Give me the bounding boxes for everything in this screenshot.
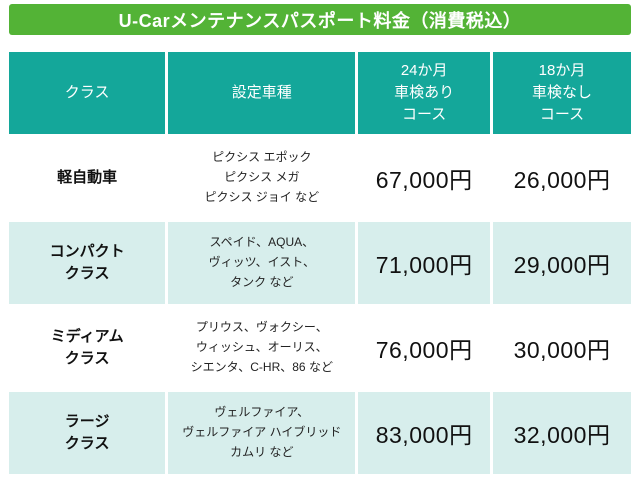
- col-header-24month: 24か月 車検あり コース: [358, 52, 491, 134]
- class-name: ミディアム クラス: [9, 307, 166, 389]
- model-list: プリウス、ヴォクシー、 ウィッシュ、オーリス、 シエンタ、C-HR、86 など: [168, 307, 356, 389]
- table-row: ラージ クラス ヴェルファイア、 ヴェルファイア ハイブリッド カムリ など 8…: [9, 392, 631, 474]
- price-24month: 76,000円: [358, 307, 491, 389]
- table-row: コンパクト クラス スペイド、AQUA、 ヴィッツ、イスト、 タンク など 71…: [9, 222, 631, 304]
- class-name: ラージ クラス: [9, 392, 166, 474]
- price-18month: 30,000円: [493, 307, 631, 389]
- col-header-models: 設定車種: [168, 52, 356, 134]
- table-row: ミディアム クラス プリウス、ヴォクシー、 ウィッシュ、オーリス、 シエンタ、C…: [9, 307, 631, 389]
- class-name: 軽自動車: [9, 137, 166, 219]
- price-18month: 29,000円: [493, 222, 631, 304]
- price-24month: 71,000円: [358, 222, 491, 304]
- model-list: ピクシス エポック ピクシス メガ ピクシス ジョイ など: [168, 137, 356, 219]
- col-header-18month: 18か月 車検なし コース: [493, 52, 631, 134]
- price-18month: 26,000円: [493, 137, 631, 219]
- page-title-banner: U-Carメンテナンスパスポート料金（消費税込）: [9, 4, 631, 35]
- price-24month: 83,000円: [358, 392, 491, 474]
- model-list: ヴェルファイア、 ヴェルファイア ハイブリッド カムリ など: [168, 392, 356, 474]
- price-18month: 32,000円: [493, 392, 631, 474]
- model-list: スペイド、AQUA、 ヴィッツ、イスト、 タンク など: [168, 222, 356, 304]
- table-row: 軽自動車 ピクシス エポック ピクシス メガ ピクシス ジョイ など 67,00…: [9, 137, 631, 219]
- table-header-row: クラス 設定車種 24か月 車検あり コース 18か月 車検なし コース: [9, 52, 631, 134]
- class-name: コンパクト クラス: [9, 222, 166, 304]
- price-24month: 67,000円: [358, 137, 491, 219]
- col-header-class: クラス: [9, 52, 166, 134]
- price-table: クラス 設定車種 24か月 車検あり コース 18か月 車検なし コース 軽自動…: [6, 49, 634, 477]
- page-title: U-Carメンテナンスパスポート料金（消費税込）: [118, 10, 522, 31]
